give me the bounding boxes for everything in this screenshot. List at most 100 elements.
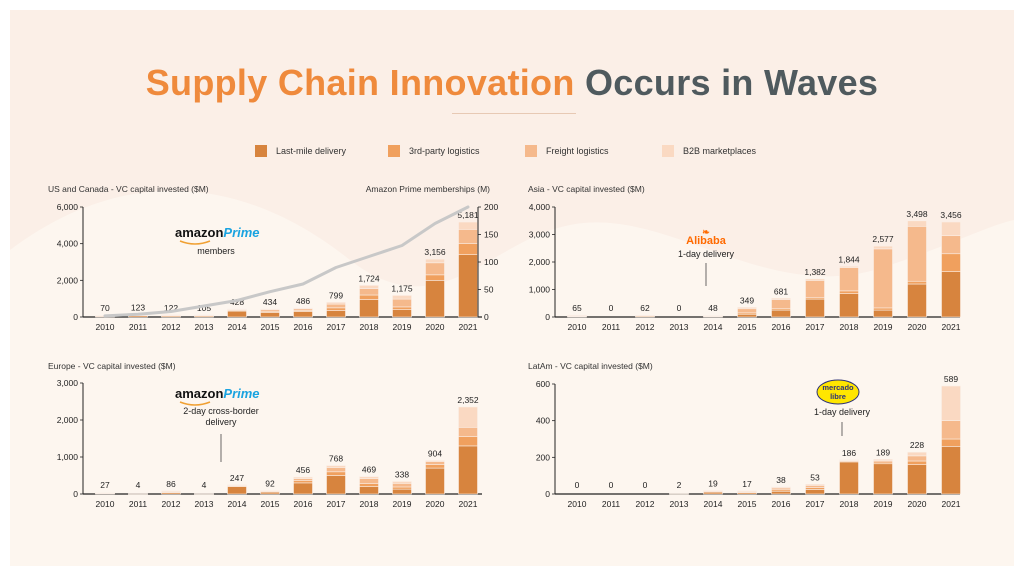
data-label: 4 bbox=[136, 480, 141, 490]
bar-segment-b2b-marketplaces bbox=[805, 278, 825, 281]
data-label: 904 bbox=[428, 449, 442, 459]
bar-segment-3rd-party-logistics bbox=[941, 438, 961, 447]
data-label: 1,382 bbox=[804, 267, 826, 277]
bar-segment-b2b-marketplaces bbox=[425, 460, 445, 462]
x-tick-label: 2016 bbox=[294, 499, 313, 509]
title-highlight: Supply Chain Innovation bbox=[145, 62, 575, 103]
background-waves bbox=[10, 190, 1014, 566]
data-label: 189 bbox=[876, 447, 890, 457]
data-label: 456 bbox=[296, 465, 310, 475]
chart-title: Europe - VC capital invested ($M) bbox=[48, 361, 176, 371]
secondary-y-tick-label: 100 bbox=[484, 257, 498, 267]
bar-segment-last-mile-delivery bbox=[805, 489, 825, 495]
data-label: 53 bbox=[810, 472, 820, 482]
annotation-line: 2-day cross-border bbox=[183, 406, 259, 416]
title-rest: Occurs in Waves bbox=[584, 62, 879, 103]
logo-word-prime: Prime bbox=[223, 225, 259, 240]
bar-segment-b2b-marketplaces bbox=[359, 285, 379, 289]
bar-segment-last-mile-delivery bbox=[873, 463, 893, 495]
data-label: 799 bbox=[329, 290, 343, 300]
amazon-prime-logo: amazonPrime bbox=[175, 225, 260, 240]
bar-segment-last-mile-delivery bbox=[907, 464, 927, 495]
x-tick-label: 2014 bbox=[704, 322, 723, 332]
data-label: 1,175 bbox=[391, 283, 413, 293]
annotation-text: 1-day delivery bbox=[814, 407, 871, 417]
x-tick-label: 2021 bbox=[459, 322, 478, 332]
y-tick-label: 4,000 bbox=[57, 239, 79, 249]
x-tick-label: 2013 bbox=[195, 322, 214, 332]
data-label: 3,456 bbox=[940, 210, 962, 220]
chart-title: LatAm - VC capital invested ($M) bbox=[528, 361, 653, 371]
bar-segment-b2b-marketplaces bbox=[359, 476, 379, 479]
x-tick-label: 2012 bbox=[162, 499, 181, 509]
y-tick-label: 0 bbox=[73, 312, 78, 322]
x-tick-label: 2020 bbox=[908, 499, 927, 509]
bar-segment-b2b-marketplaces bbox=[392, 295, 412, 300]
x-tick-label: 2021 bbox=[942, 322, 961, 332]
x-tick-label: 2020 bbox=[426, 322, 445, 332]
data-label: 0 bbox=[643, 480, 648, 490]
logo-word-amazon: amazon bbox=[175, 386, 223, 401]
y-tick-label: 2,000 bbox=[529, 257, 551, 267]
data-label: 1,844 bbox=[838, 254, 860, 264]
x-tick-label: 2012 bbox=[636, 499, 655, 509]
chart-title: Asia - VC capital invested ($M) bbox=[528, 184, 645, 194]
x-tick-label: 2014 bbox=[228, 322, 247, 332]
legend-swatch bbox=[525, 145, 537, 157]
bar-segment-b2b-marketplaces bbox=[873, 459, 893, 461]
bar-segment-3rd-party-logistics bbox=[907, 460, 927, 465]
data-label: 27 bbox=[100, 480, 110, 490]
legend-item-freight: Freight logistics bbox=[525, 143, 609, 159]
data-label: 0 bbox=[609, 480, 614, 490]
y-tick-label: 2,000 bbox=[57, 415, 79, 425]
bar-segment-b2b-marketplaces bbox=[771, 297, 791, 300]
page-title: Supply Chain Innovation Occurs in Waves bbox=[10, 62, 1014, 104]
bar-segment-freight-logistics bbox=[941, 420, 961, 440]
x-tick-label: 2011 bbox=[129, 499, 148, 509]
bar-segment-last-mile-delivery bbox=[771, 490, 791, 495]
bar-segment-last-mile-delivery bbox=[941, 446, 961, 495]
y-tick-label: 6,000 bbox=[57, 202, 79, 212]
x-tick-label: 2017 bbox=[327, 499, 346, 509]
legend-item-3pl: 3rd-party logistics bbox=[388, 143, 480, 159]
annotation-text: 2-day cross-border delivery bbox=[183, 406, 259, 427]
bar-segment-b2b-marketplaces bbox=[458, 406, 478, 428]
legend-label: B2B marketplaces bbox=[683, 146, 757, 156]
x-tick-label: 2019 bbox=[393, 322, 412, 332]
bar-segment-b2b-marketplaces bbox=[941, 221, 961, 237]
y-tick-label: 3,000 bbox=[529, 230, 551, 240]
x-tick-label: 2019 bbox=[393, 499, 412, 509]
data-label: 0 bbox=[677, 303, 682, 313]
data-label: 768 bbox=[329, 454, 343, 464]
bar-segment-b2b-marketplaces bbox=[839, 459, 859, 461]
data-label: 70 bbox=[100, 303, 110, 313]
x-tick-label: 2012 bbox=[162, 322, 181, 332]
data-label: 38 bbox=[776, 475, 786, 485]
chart-europe: Europe - VC capital invested ($M) 0 1,000 2… bbox=[48, 361, 482, 509]
chart-asia: Asia - VC capital invested ($M) 0 1,000 2,0… bbox=[528, 184, 962, 332]
chart-latam: LatAm - VC capital invested ($M)02004006… bbox=[528, 361, 961, 509]
secondary-y-tick-label: 50 bbox=[484, 285, 494, 295]
x-tick-label: 2014 bbox=[704, 499, 723, 509]
y-tick-label: 1,000 bbox=[57, 452, 79, 462]
y-tick-label: 200 bbox=[536, 452, 550, 462]
bar-segment-b2b-marketplaces bbox=[907, 451, 927, 457]
bar-segment-b2b-marketplaces bbox=[425, 258, 445, 264]
data-label: 434 bbox=[263, 297, 277, 307]
y-tick-label: 2,000 bbox=[57, 275, 79, 285]
logo-word-amazon: amazon bbox=[175, 225, 223, 240]
data-label: 469 bbox=[362, 465, 376, 475]
x-tick-label: 2019 bbox=[874, 499, 893, 509]
mercado-logo-word: mercado bbox=[822, 383, 854, 392]
amazon-smile-icon bbox=[179, 240, 211, 245]
bar-segment-b2b-marketplaces bbox=[839, 265, 859, 268]
secondary-y-tick-label: 150 bbox=[484, 230, 498, 240]
x-tick-label: 2011 bbox=[602, 499, 621, 509]
data-label: 486 bbox=[296, 296, 310, 306]
data-label: 122 bbox=[164, 303, 178, 313]
data-label: 123 bbox=[131, 303, 145, 313]
amazon-smile-icon bbox=[179, 401, 211, 406]
data-label: 48 bbox=[708, 303, 718, 313]
title-divider bbox=[452, 113, 576, 114]
bar-segment-b2b-marketplaces bbox=[326, 465, 346, 468]
